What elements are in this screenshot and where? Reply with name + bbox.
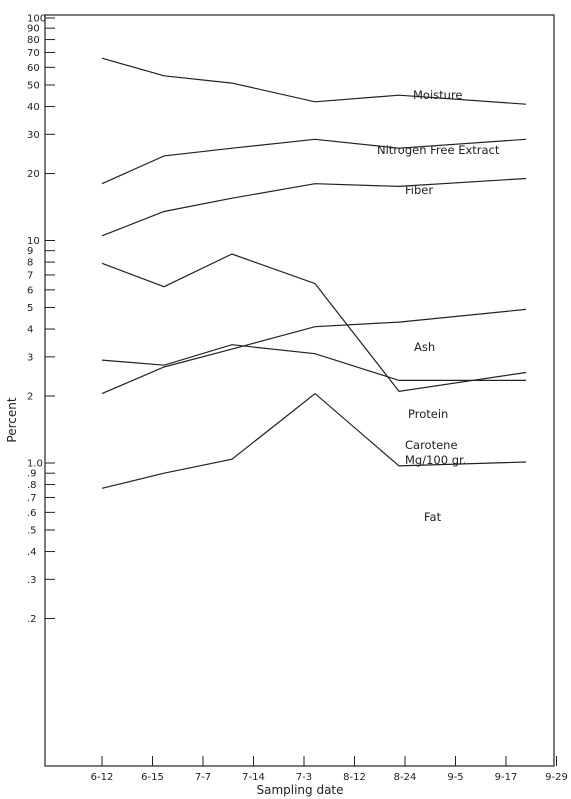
series-line [101, 308, 527, 395]
series-label: Fat [424, 510, 442, 524]
x-tick-label: 8-24 [394, 772, 417, 783]
series-line [101, 253, 527, 392]
y-tick-label: 4 [27, 325, 33, 336]
y-tick-label: 9 [27, 246, 33, 257]
series-line [101, 344, 526, 381]
y-tick-label: 60 [27, 63, 40, 74]
x-tick-label: 6-12 [91, 772, 114, 783]
x-tick-label: 7-14 [242, 772, 265, 783]
y-tick-label: 10 [27, 236, 40, 247]
y-tick-label: 50 [27, 80, 40, 91]
series-line [101, 392, 527, 489]
series-label: Moisture [413, 88, 463, 102]
y-tick-label: 2 [27, 392, 33, 403]
x-axis: 6-12 6-15 7-7 7-14 7-3 8-12 8-24 9-5 9-17 9-29 [91, 756, 568, 783]
series-label: Fiber [405, 183, 433, 197]
y-tick-label: 30 [27, 130, 40, 141]
y-tick-label: 7 [27, 270, 33, 281]
x-tick-label: 6-15 [141, 772, 164, 783]
y-tick-label: 90 [27, 24, 40, 35]
x-tick-label: 9-29 [545, 772, 568, 783]
series-line [101, 138, 527, 185]
series-label: Ash [414, 340, 435, 354]
x-axis-title: Sampling date [256, 783, 343, 797]
x-tick-label: 7-7 [195, 772, 211, 783]
y-tick-label: 1.0 [27, 459, 43, 470]
y-tick-label: .9 [27, 469, 37, 480]
series-label: Protein [408, 407, 448, 421]
y-tick-label: 3 [27, 352, 33, 363]
y-tick-label: .4 [27, 547, 37, 558]
y-axis-title: Percent [5, 397, 19, 442]
y-tick-label: 20 [27, 169, 40, 180]
y-tick-label: 70 [27, 48, 40, 59]
x-tick-label: 9-5 [447, 772, 463, 783]
series-line [101, 177, 527, 237]
y-tick-label: 40 [27, 102, 40, 113]
x-tick-label: 9-17 [495, 772, 518, 783]
series-label: Mg/100 gr. [405, 453, 466, 467]
y-tick-label: .6 [27, 508, 37, 519]
series-label: Nitrogen Free Extract [377, 143, 500, 157]
series-label: Carotene [405, 438, 458, 452]
y-tick-label: 6 [27, 285, 33, 296]
y-tick-label: .8 [27, 480, 37, 491]
y-tick-label: 100 [27, 14, 46, 25]
y-tick-label: .3 [27, 575, 37, 586]
y-tick-label: .7 [27, 493, 37, 504]
x-tick-label: 7-3 [296, 772, 312, 783]
plot-frame [44, 14, 555, 767]
x-tick-label: 8-12 [343, 772, 366, 783]
series-lines [101, 57, 527, 489]
y-tick-label: .5 [27, 525, 37, 536]
y-tick-label: 80 [27, 35, 40, 46]
y-tick-label: 5 [27, 303, 33, 314]
series-labels: Moisture Nitrogen Free Extract Fiber Ash Pro… [377, 88, 500, 524]
y-tick-label: 8 [27, 258, 33, 269]
y-tick-label: .2 [27, 614, 37, 625]
series-line [101, 57, 527, 105]
